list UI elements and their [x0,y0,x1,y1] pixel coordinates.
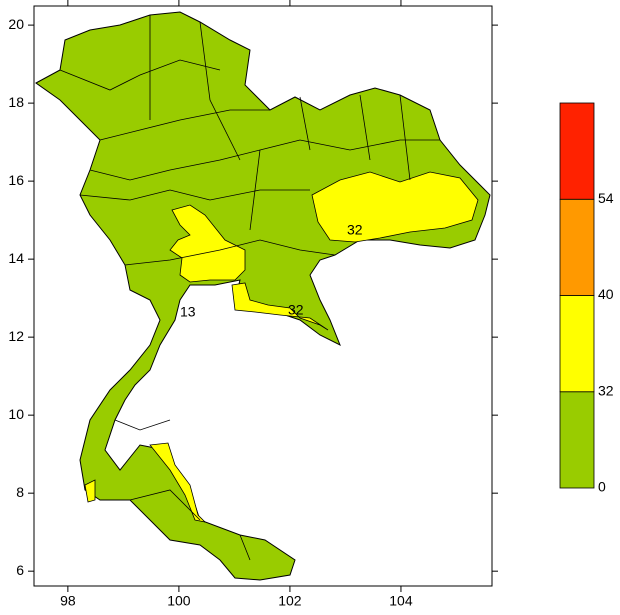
y-tick-label: 16 [8,172,24,188]
y-tick-label: 10 [8,406,24,422]
contour-label: 13 [180,304,196,320]
colorbar-segment [559,391,595,489]
yellow-zone [149,442,207,523]
colorbar-label: 0 [598,479,606,495]
y-tick-label: 18 [8,94,24,110]
x-tick-label: 102 [278,593,302,609]
y-tick-label: 14 [8,250,24,266]
colorbar-label: 32 [598,382,614,398]
x-tick-label: 100 [167,593,191,609]
y-tick-label: 8 [16,484,24,500]
colorbar-segment [559,102,595,200]
province-borders [59,15,440,561]
y-tick-label: 12 [8,328,24,344]
colorbar-segment [559,295,595,393]
yellow-zone [169,204,246,283]
yellow-zone [84,479,96,503]
y-tick-label: 6 [16,562,24,578]
contour-label: 32 [288,302,304,318]
axes: 98 100 102 104 6 8 10 12 14 16 18 20 [8,0,498,609]
country-outline [35,11,491,581]
colorbar-label: 54 [598,190,614,206]
colorbar-segment [559,198,595,296]
colorbar-label: 40 [598,286,614,302]
x-tick-label: 98 [60,593,76,609]
yellow-zone [311,171,479,243]
yellow-zone [231,282,329,331]
y-tick-label: 20 [8,16,24,32]
contour-label: 32 [347,222,363,238]
x-tick-label: 104 [389,593,413,609]
land [35,11,491,581]
colorbar: 0 32 40 54 [559,102,614,495]
